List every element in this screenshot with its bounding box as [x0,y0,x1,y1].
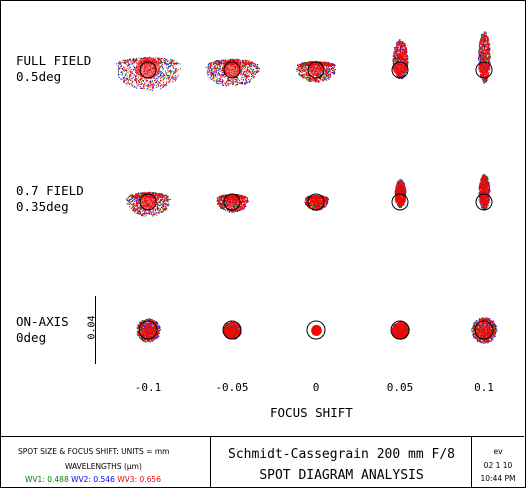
analysis-title: SPOT DIAGRAM ANALYSIS [211,468,472,483]
wavelengths-title: WAVELENGTHS (μm) [65,462,142,471]
focus-shift-axis-title: FOCUS SHIFT [270,405,353,420]
focus-tick-label: 0.1 [454,381,514,394]
focus-tick-label: -0.05 [202,381,262,394]
spot-core [313,330,319,335]
focus-tick-label: -0.1 [118,381,178,394]
spot-core [308,61,323,75]
spot-core [395,195,406,205]
wv1-label: WV1: [25,475,45,484]
info-cell: ev 02 1 10 10:44 PM [472,437,524,487]
spot-core [311,195,322,205]
spot-core [477,326,491,339]
spot-core [395,328,405,337]
spot-core [479,195,490,205]
wv2-value: 0.546 [93,475,114,484]
spot-core [227,328,237,337]
date: 02 1 10 [472,461,524,470]
spot-core [478,63,490,74]
title-block: SPOT SIZE & FOCUS SHIFT: UNITS = mm WAVE… [0,436,524,487]
spot-core [392,61,407,75]
units-cell: SPOT SIZE & FOCUS SHIFT: UNITS = mm WAVE… [0,437,211,487]
spot-diagram-grid [0,0,526,436]
wv3-value: 0.656 [140,475,161,484]
title-cell: Schmidt-Cassegrain 200 mm F/8 SPOT DIAGR… [211,437,472,487]
user-id: ev [472,447,524,456]
time: 10:44 PM [472,474,524,483]
wv2-label: WV2: [71,475,91,484]
system-title: Schmidt-Cassegrain 200 mm F/8 [211,447,472,462]
wv3-label: WV3: [117,475,137,484]
spot-core [136,57,160,79]
units-line: SPOT SIZE & FOCUS SHIFT: UNITS = mm [18,447,170,456]
wv1-value: 0.488 [47,475,68,484]
focus-tick-label: 0 [286,381,346,394]
wavelength-list: WV1: 0.488 WV2: 0.546 WV3: 0.656 [25,475,161,484]
focus-tick-label: 0.05 [370,381,430,394]
spot-core [141,326,154,338]
